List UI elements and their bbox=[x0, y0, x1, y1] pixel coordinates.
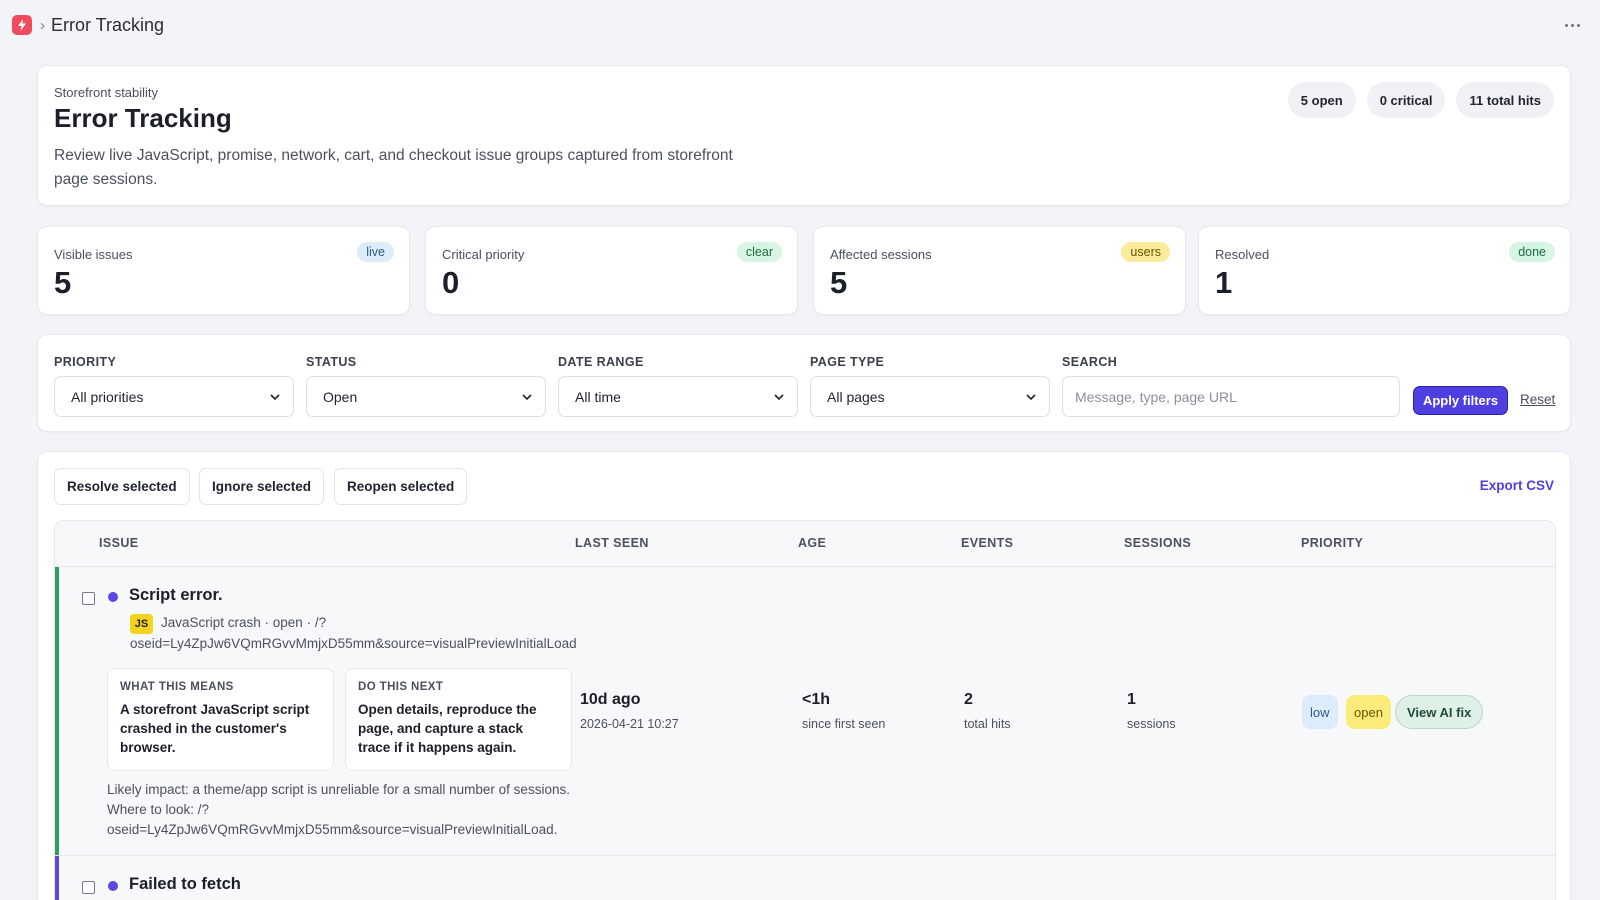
row-checkbox[interactable] bbox=[82, 881, 95, 894]
priority-filter-label: PRIORITY bbox=[54, 355, 117, 369]
page-type-select-value: All pages bbox=[827, 388, 885, 405]
table-row[interactable]: Script error. JS JavaScript crash · open… bbox=[55, 567, 1555, 855]
column-header-sessions[interactable]: SESSIONS bbox=[1124, 536, 1192, 550]
critical-count-pill: 0 critical bbox=[1366, 82, 1446, 118]
resolve-selected-button[interactable]: Resolve selected bbox=[54, 468, 190, 505]
priority-select-value: All priorities bbox=[71, 388, 144, 405]
stat-tag: clear bbox=[736, 242, 782, 262]
issue-title[interactable]: Script error. bbox=[129, 586, 223, 604]
eyebrow-text: Storefront stability bbox=[54, 85, 159, 100]
date-range-select[interactable]: All time bbox=[558, 376, 798, 417]
what-this-means-box: WHAT THIS MEANS A storefront JavaScript … bbox=[107, 668, 334, 771]
chevron-down-icon bbox=[522, 394, 532, 401]
sessions-value: 1 bbox=[1127, 691, 1136, 708]
row-status-bar bbox=[55, 567, 59, 855]
status-badge: open bbox=[1346, 695, 1391, 729]
column-header-events[interactable]: EVENTS bbox=[961, 536, 1014, 550]
row-divider bbox=[55, 855, 1555, 856]
ignore-selected-button[interactable]: Ignore selected bbox=[199, 468, 325, 505]
breadcrumb-title: Error Tracking bbox=[51, 14, 165, 35]
info-body: A storefront JavaScript script crashed i… bbox=[120, 702, 310, 755]
issue-url: oseid=Ly4ZpJw6VQmRGvvMmjxD55mm&source=vi… bbox=[130, 636, 577, 651]
date-range-filter-label: DATE RANGE bbox=[558, 355, 644, 369]
stat-tag: done bbox=[1509, 242, 1555, 262]
stat-card-affected-sessions: Affected sessions 5 users bbox=[813, 226, 1186, 315]
search-filter-label: SEARCH bbox=[1062, 355, 1118, 369]
status-select[interactable]: Open bbox=[306, 376, 546, 417]
issues-table: ISSUE LAST SEEN AGE EVENTS SESSIONS PRIO… bbox=[54, 520, 1556, 900]
search-input[interactable] bbox=[1062, 376, 1400, 417]
view-ai-fix-button[interactable]: View AI fix bbox=[1395, 695, 1484, 729]
chevron-down-icon bbox=[774, 394, 784, 401]
stat-card-resolved: Resolved 1 done bbox=[1198, 226, 1571, 315]
open-count-pill: 5 open bbox=[1287, 82, 1356, 118]
summary-pills: 5 open 0 critical 11 total hits bbox=[1287, 82, 1554, 118]
events-value: 2 bbox=[964, 691, 973, 708]
top-bar: › Error Tracking bbox=[0, 0, 1600, 50]
total-hits-pill: 11 total hits bbox=[1456, 82, 1554, 118]
column-header-age[interactable]: AGE bbox=[798, 536, 827, 550]
lightning-icon[interactable] bbox=[12, 15, 32, 35]
page-description: Review live JavaScript, promise, network… bbox=[54, 147, 733, 188]
stat-label: Critical priority bbox=[442, 247, 525, 262]
chevron-down-icon bbox=[1026, 394, 1036, 401]
breadcrumb-separator: › bbox=[40, 16, 45, 34]
page-type-filter-label: PAGE TYPE bbox=[810, 355, 885, 369]
priority-select[interactable]: All priorities bbox=[54, 376, 294, 417]
export-csv-link[interactable]: Export CSV bbox=[1479, 478, 1554, 493]
stat-tag: live bbox=[357, 242, 394, 262]
stat-value: 1 bbox=[1215, 265, 1233, 300]
info-heading: WHAT THIS MEANS bbox=[120, 681, 234, 693]
column-header-priority[interactable]: PRIORITY bbox=[1301, 536, 1364, 550]
stat-card-critical-priority: Critical priority 0 clear bbox=[425, 226, 798, 315]
priority-badge: low bbox=[1302, 695, 1338, 729]
more-horizontal-icon[interactable] bbox=[1560, 13, 1584, 37]
stat-tag: users bbox=[1121, 242, 1170, 262]
sessions-subtext: sessions bbox=[1127, 717, 1176, 731]
info-body: Open details, reproduce the page, and ca… bbox=[358, 702, 537, 755]
column-header-issue[interactable]: ISSUE bbox=[99, 536, 139, 550]
stat-value: 0 bbox=[442, 265, 460, 300]
issues-card: Resolve selected Ignore selected Reopen … bbox=[37, 451, 1571, 900]
table-header-divider bbox=[55, 566, 1555, 567]
age-subtext: since first seen bbox=[802, 717, 886, 731]
impact-text: Likely impact: a theme/app script is unr… bbox=[107, 782, 570, 837]
stat-value: 5 bbox=[54, 265, 72, 300]
stat-label: Visible issues bbox=[54, 247, 133, 262]
info-heading: DO THIS NEXT bbox=[358, 681, 444, 693]
filter-card: PRIORITY All priorities STATUS Open DATE… bbox=[37, 334, 1571, 432]
column-header-last-seen[interactable]: LAST SEEN bbox=[575, 536, 649, 550]
table-row[interactable]: Failed to fetch bbox=[55, 856, 1555, 900]
row-status-bar bbox=[55, 856, 59, 900]
page-type-select[interactable]: All pages bbox=[810, 376, 1050, 417]
status-dot-icon bbox=[108, 592, 118, 602]
javascript-badge-icon: JS bbox=[130, 614, 153, 634]
do-this-next-box: DO THIS NEXT Open details, reproduce the… bbox=[345, 668, 572, 771]
events-subtext: total hits bbox=[964, 717, 1011, 731]
status-select-value: Open bbox=[323, 388, 358, 405]
last-seen-timestamp: 2026-04-21 10:27 bbox=[580, 717, 679, 731]
issue-title[interactable]: Failed to fetch bbox=[129, 875, 241, 893]
apply-filters-button[interactable]: Apply filters bbox=[1413, 386, 1508, 415]
reopen-selected-button[interactable]: Reopen selected bbox=[334, 468, 468, 505]
stat-label: Affected sessions bbox=[830, 247, 932, 262]
age-value: <1h bbox=[802, 691, 831, 708]
row-checkbox[interactable] bbox=[82, 592, 95, 605]
last-seen-value: 10d ago bbox=[580, 691, 641, 708]
stat-card-visible-issues: Visible issues 5 live bbox=[37, 226, 410, 315]
status-dot-icon bbox=[108, 881, 118, 891]
chevron-down-icon bbox=[270, 394, 280, 401]
stat-value: 5 bbox=[830, 265, 848, 300]
reset-link[interactable]: Reset bbox=[1520, 392, 1556, 407]
date-range-select-value: All time bbox=[575, 388, 621, 405]
issue-meta: JavaScript crash · open · /? bbox=[161, 615, 327, 630]
stat-label: Resolved bbox=[1215, 247, 1270, 262]
status-filter-label: STATUS bbox=[306, 355, 357, 369]
header-card: Storefront stability Error Tracking Revi… bbox=[37, 65, 1571, 206]
page-title: Error Tracking bbox=[54, 103, 232, 133]
